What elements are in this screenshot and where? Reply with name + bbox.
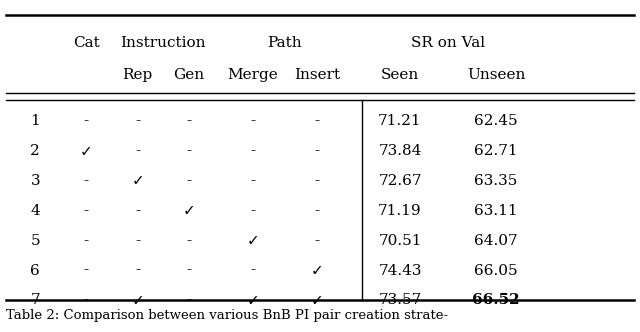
Text: Cat: Cat (73, 36, 100, 50)
Text: 5: 5 (30, 234, 40, 248)
Text: -: - (186, 264, 191, 278)
Text: ✓: ✓ (310, 293, 323, 308)
Text: -: - (314, 234, 319, 248)
Text: -: - (250, 204, 255, 218)
Text: Path: Path (268, 36, 302, 50)
Text: -: - (314, 204, 319, 218)
Text: Merge: Merge (227, 68, 278, 82)
Text: 70.51: 70.51 (378, 234, 422, 248)
Text: 71.21: 71.21 (378, 114, 422, 128)
Text: -: - (84, 114, 89, 128)
Text: Instruction: Instruction (120, 36, 206, 50)
Text: -: - (135, 234, 140, 248)
Text: -: - (186, 114, 191, 128)
Text: -: - (250, 114, 255, 128)
Text: ✓: ✓ (310, 263, 323, 278)
Text: -: - (84, 293, 89, 307)
Text: -: - (186, 144, 191, 158)
Text: 63.35: 63.35 (474, 174, 518, 188)
Text: -: - (186, 293, 191, 307)
Text: Insert: Insert (294, 68, 340, 82)
Text: Gen: Gen (173, 68, 204, 82)
Text: 66.05: 66.05 (474, 264, 518, 278)
Text: Unseen: Unseen (467, 68, 525, 82)
Text: 3: 3 (30, 174, 40, 188)
Text: 74.43: 74.43 (378, 264, 422, 278)
Text: 7: 7 (30, 293, 40, 307)
Text: -: - (314, 114, 319, 128)
Text: ✓: ✓ (131, 173, 144, 189)
Text: -: - (250, 174, 255, 188)
Text: -: - (186, 234, 191, 248)
Text: 71.19: 71.19 (378, 204, 422, 218)
Text: ✓: ✓ (246, 233, 259, 248)
Text: 1: 1 (30, 114, 40, 128)
Text: ✓: ✓ (80, 143, 93, 159)
Text: 2: 2 (30, 144, 40, 158)
Text: -: - (135, 114, 140, 128)
Text: 66.52: 66.52 (472, 293, 520, 307)
Text: 6: 6 (30, 264, 40, 278)
Text: -: - (186, 174, 191, 188)
Text: -: - (84, 234, 89, 248)
Text: Rep: Rep (122, 68, 153, 82)
Text: 64.07: 64.07 (474, 234, 518, 248)
Text: -: - (84, 204, 89, 218)
Text: -: - (84, 174, 89, 188)
Text: 62.45: 62.45 (474, 114, 518, 128)
Text: -: - (135, 264, 140, 278)
Text: Seen: Seen (381, 68, 419, 82)
Text: 63.11: 63.11 (474, 204, 518, 218)
Text: 73.57: 73.57 (378, 293, 422, 307)
Text: -: - (314, 174, 319, 188)
Text: -: - (135, 144, 140, 158)
Text: -: - (84, 264, 89, 278)
Text: -: - (250, 264, 255, 278)
Text: 73.84: 73.84 (378, 144, 422, 158)
Text: 72.67: 72.67 (378, 174, 422, 188)
Text: Table 2: Comparison between various BnB PI pair creation strate-: Table 2: Comparison between various BnB … (6, 309, 449, 322)
Text: ✓: ✓ (131, 293, 144, 308)
Text: 4: 4 (30, 204, 40, 218)
Text: -: - (135, 204, 140, 218)
Text: 62.71: 62.71 (474, 144, 518, 158)
Text: ✓: ✓ (182, 203, 195, 218)
Text: SR on Val: SR on Val (411, 36, 485, 50)
Text: -: - (250, 144, 255, 158)
Text: ✓: ✓ (246, 293, 259, 308)
Text: -: - (314, 144, 319, 158)
